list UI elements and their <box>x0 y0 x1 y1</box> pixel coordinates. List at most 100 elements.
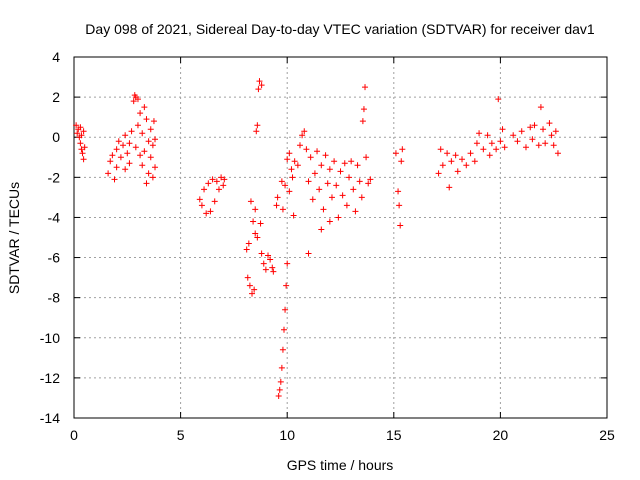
data-point <box>480 146 487 153</box>
data-point <box>473 140 480 147</box>
data-point <box>276 386 283 393</box>
data-point <box>354 162 361 169</box>
data-point <box>80 156 87 163</box>
data-point <box>74 130 81 137</box>
x-tick-labels: 0 5 10 15 20 25 <box>70 427 615 443</box>
data-point <box>247 198 254 205</box>
data-point <box>493 146 500 153</box>
data-point <box>270 268 277 275</box>
data-point <box>80 128 87 135</box>
data-point <box>537 104 544 111</box>
data-point <box>149 142 156 149</box>
data-point <box>326 166 333 173</box>
data-point <box>209 176 216 183</box>
y-tick-label: -12 <box>40 370 60 386</box>
data-points <box>73 78 561 399</box>
data-point <box>265 252 272 259</box>
data-point <box>554 150 561 157</box>
data-point <box>320 206 327 213</box>
data-point <box>305 250 312 257</box>
chart-title: Day 098 of 2021, Sidereal Day-to-day VTE… <box>85 21 595 37</box>
data-point <box>446 184 453 191</box>
data-point <box>333 182 340 189</box>
data-point <box>331 158 338 165</box>
data-point <box>126 160 133 167</box>
data-point <box>79 150 86 157</box>
data-point <box>288 166 295 173</box>
data-point <box>289 174 296 181</box>
data-point <box>269 264 276 271</box>
data-point <box>258 250 265 257</box>
data-point <box>362 84 369 91</box>
data-point <box>301 128 308 135</box>
data-point <box>141 148 148 155</box>
data-point <box>452 152 459 159</box>
data-point <box>339 192 346 199</box>
data-point <box>253 128 260 135</box>
data-point <box>218 174 225 181</box>
data-point <box>205 180 212 187</box>
data-point <box>546 120 553 127</box>
y-tick-label: -10 <box>40 330 60 346</box>
data-point <box>501 144 508 151</box>
data-point <box>448 158 455 165</box>
x-tick-label: 15 <box>386 427 402 443</box>
y-tick-label: 2 <box>52 89 60 105</box>
data-point <box>518 128 525 135</box>
data-point <box>113 164 120 171</box>
data-point <box>359 118 366 125</box>
data-point <box>531 122 538 129</box>
data-point <box>243 246 250 253</box>
data-point <box>107 158 114 165</box>
data-point <box>326 218 333 225</box>
data-point <box>282 306 289 313</box>
data-point <box>275 392 282 399</box>
data-point <box>444 150 451 157</box>
data-point <box>220 182 227 189</box>
data-point <box>467 150 474 157</box>
data-point <box>337 168 344 175</box>
y-axis-label: SDTVAR / TECUs <box>6 182 22 294</box>
data-point <box>316 186 323 193</box>
y-tick-label: -2 <box>48 169 61 185</box>
data-point <box>134 122 141 129</box>
data-point <box>305 178 312 185</box>
data-point <box>203 210 210 217</box>
data-point <box>550 142 557 149</box>
data-point <box>328 194 335 201</box>
data-point <box>471 158 478 165</box>
data-point <box>105 170 112 177</box>
data-point <box>254 122 261 129</box>
data-point <box>254 234 261 241</box>
data-point <box>299 132 306 139</box>
data-point <box>286 188 293 195</box>
data-point <box>522 144 529 151</box>
data-point <box>256 78 263 85</box>
x-axis-label: GPS time / hours <box>287 457 394 473</box>
data-point <box>250 218 257 225</box>
data-point <box>352 208 359 215</box>
data-point <box>529 136 536 143</box>
data-point <box>122 132 129 139</box>
data-point <box>126 140 133 147</box>
y-tick-label: 4 <box>52 49 60 65</box>
data-point <box>78 146 85 153</box>
data-point <box>274 194 281 201</box>
data-point <box>454 168 461 175</box>
data-point <box>150 118 157 125</box>
data-point <box>335 214 342 221</box>
data-point <box>249 290 256 297</box>
data-point <box>139 130 146 137</box>
data-point <box>111 176 118 183</box>
data-point <box>81 144 88 151</box>
data-point <box>152 136 159 143</box>
data-point <box>497 138 504 145</box>
data-point <box>282 182 289 189</box>
data-point <box>147 126 154 133</box>
data-point <box>279 206 286 213</box>
data-point <box>281 326 288 333</box>
data-point <box>251 286 258 293</box>
data-point <box>279 346 286 353</box>
data-point <box>260 260 267 267</box>
